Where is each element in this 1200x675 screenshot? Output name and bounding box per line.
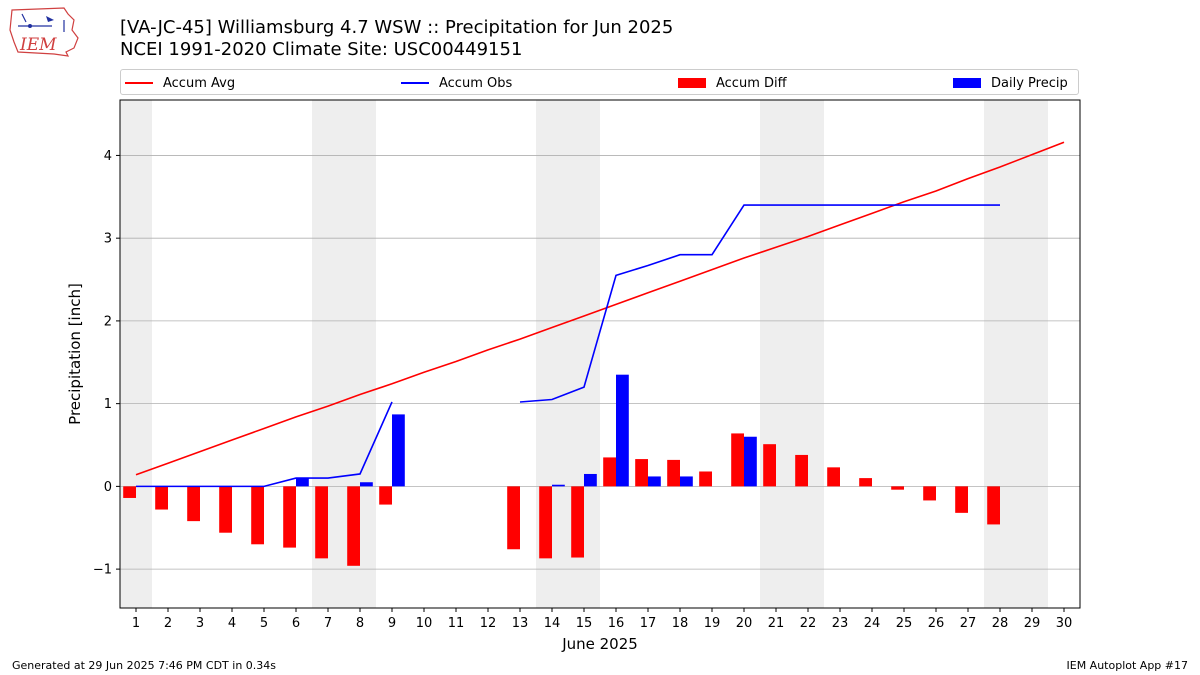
- x-tick-label: 30: [1056, 616, 1073, 631]
- y-tick-label: 4: [104, 149, 112, 164]
- line-accum-obs: [519, 204, 1000, 403]
- x-tick-label: 12: [480, 616, 497, 631]
- x-tick-label: 19: [704, 616, 721, 631]
- bar-accum-diff: [347, 486, 360, 566]
- bar-daily-precip: [392, 414, 405, 487]
- bar-accum-diff: [539, 486, 552, 559]
- legend-swatch: [125, 82, 153, 84]
- bar-accum-diff: [891, 486, 904, 490]
- bar-daily-precip: [680, 476, 693, 487]
- bar-accum-diff: [315, 486, 328, 559]
- bar-accum-diff: [795, 454, 808, 487]
- x-tick-label: 7: [324, 616, 332, 631]
- bar-daily-precip: [360, 482, 373, 487]
- bar-accum-diff: [219, 486, 232, 533]
- line-accum-avg: [135, 141, 1065, 476]
- x-tick-label: 2: [164, 616, 172, 631]
- y-tick-label: 0: [104, 480, 112, 495]
- x-tick-label: 4: [228, 616, 236, 631]
- svg-text:IEM: IEM: [19, 35, 57, 55]
- x-tick-label: 5: [260, 616, 268, 631]
- x-tick-label: 10: [416, 616, 433, 631]
- legend-label: Accum Avg: [163, 75, 236, 91]
- x-tick-label: 26: [928, 616, 945, 631]
- chart-subtitle: NCEI 1991-2020 Climate Site: USC00449151: [120, 39, 523, 60]
- x-tick-label: 8: [356, 616, 364, 631]
- bar-accum-diff: [379, 486, 392, 505]
- x-tick-label: 14: [544, 616, 561, 631]
- chart-title: [VA-JC-45] Williamsburg 4.7 WSW :: Preci…: [120, 17, 674, 38]
- legend-swatch: [678, 78, 706, 88]
- legend-label: Accum Diff: [716, 75, 787, 91]
- plot-frame: [119, 99, 1081, 609]
- bar-daily-precip: [616, 374, 629, 487]
- app-credit: IEM Autoplot App #17: [1066, 659, 1189, 672]
- x-tick-label: 20: [736, 616, 753, 631]
- x-tick-label: 25: [896, 616, 913, 631]
- legend-item-daily-precip: Daily Precip: [953, 74, 1068, 92]
- bar-accum-diff: [155, 486, 168, 510]
- bar-accum-diff: [635, 459, 648, 487]
- legend-item-accum-avg: Accum Avg: [125, 74, 235, 92]
- bar-accum-diff: [507, 486, 520, 550]
- bar-accum-diff: [699, 471, 712, 487]
- legend-label: Daily Precip: [991, 75, 1068, 91]
- y-tick-label: 2: [104, 314, 112, 329]
- x-tick-label: 11: [448, 616, 465, 631]
- x-tick-label: 21: [768, 616, 785, 631]
- legend: Accum Avg Accum Obs Accum Diff Daily Pre…: [120, 69, 1079, 95]
- bar-accum-diff: [827, 467, 840, 487]
- x-tick-label: 24: [864, 616, 881, 631]
- legend-item-accum-obs: Accum Obs: [401, 74, 512, 92]
- bar-daily-precip: [584, 473, 597, 487]
- x-tick-label: 3: [196, 616, 204, 631]
- x-tick-label: 9: [388, 616, 396, 631]
- x-tick-label: 28: [992, 616, 1009, 631]
- x-tick-label: 1: [132, 616, 140, 631]
- bar-accum-diff: [859, 478, 872, 487]
- x-tick-label: 29: [1024, 616, 1041, 631]
- x-tick-label: 13: [512, 616, 529, 631]
- y-tick-label: 1: [104, 397, 112, 412]
- bar-daily-precip: [552, 484, 565, 487]
- weekend-shade: [120, 100, 152, 608]
- bar-accum-diff: [251, 486, 264, 545]
- legend-swatch: [401, 82, 429, 84]
- x-tick-label: 27: [960, 616, 977, 631]
- x-tick-label: 23: [832, 616, 849, 631]
- bar-accum-diff: [123, 486, 136, 498]
- bar-daily-precip: [744, 436, 757, 487]
- legend-label: Accum Obs: [439, 75, 513, 91]
- bar-accum-diff: [987, 486, 1000, 525]
- x-tick-label: 16: [608, 616, 625, 631]
- weekend-shade: [760, 100, 824, 608]
- bar-daily-precip: [296, 478, 309, 487]
- x-tick-label: 17: [640, 616, 657, 631]
- bar-accum-diff: [603, 457, 616, 487]
- bar-accum-diff: [955, 486, 968, 513]
- x-tick-label: 18: [672, 616, 689, 631]
- generated-timestamp: Generated at 29 Jun 2025 7:46 PM CDT in …: [12, 659, 277, 672]
- bar-accum-diff: [283, 486, 296, 548]
- bar-accum-diff: [571, 486, 584, 558]
- iem-logo: IEM: [8, 6, 80, 58]
- bar-accum-diff: [667, 459, 680, 487]
- x-tick-label: 6: [292, 616, 300, 631]
- bar-accum-diff: [731, 433, 744, 487]
- legend-swatch: [953, 78, 981, 88]
- bar-accum-diff: [923, 486, 936, 501]
- bar-daily-precip: [648, 476, 661, 487]
- legend-item-accum-diff: Accum Diff: [678, 74, 787, 92]
- y-axis-label: Precipitation [inch]: [66, 283, 84, 425]
- weekend-shade: [984, 100, 1048, 608]
- x-tick-label: 15: [576, 616, 593, 631]
- x-tick-label: 22: [800, 616, 817, 631]
- y-tick-label: −1: [93, 563, 112, 578]
- line-accum-obs: [136, 401, 393, 488]
- x-axis-label: June 2025: [561, 635, 638, 653]
- bar-accum-diff: [187, 486, 200, 522]
- bar-accum-diff: [763, 444, 776, 487]
- y-tick-label: 3: [104, 232, 112, 247]
